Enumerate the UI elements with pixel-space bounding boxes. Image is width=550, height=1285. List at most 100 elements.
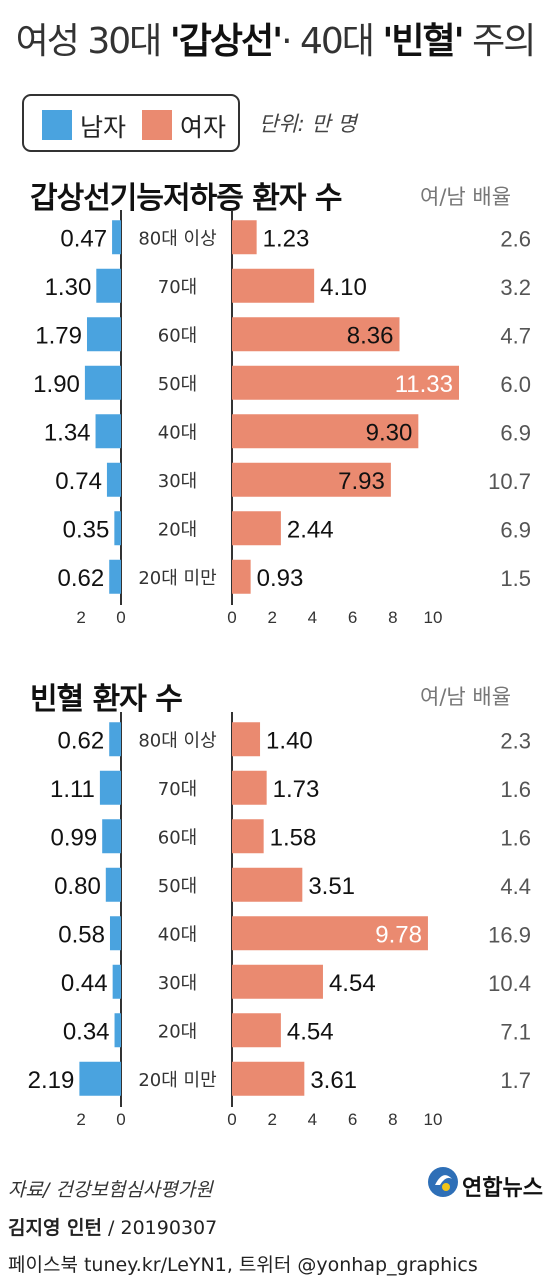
category-label: 60대 <box>158 325 197 346</box>
male-value-label: 0.62 <box>58 727 105 754</box>
male-value-label: 1.34 <box>44 419 91 446</box>
male-tick-label: 0 <box>116 608 125 627</box>
male-value-label: 0.99 <box>50 824 97 851</box>
title-highlight-anemia: '빈혈' <box>382 21 464 62</box>
page-title: 여성 30대 '갑상선'· 40대 '빈혈' 주의 <box>15 21 537 62</box>
male-bar <box>109 559 121 594</box>
male-bar <box>106 462 121 497</box>
female-bar <box>232 722 261 757</box>
category-label: 50대 <box>158 876 197 897</box>
male-bar <box>105 867 121 902</box>
ratio-value: 6.9 <box>500 420 531 445</box>
male-value-label: 0.44 <box>61 970 108 997</box>
category-label: 50대 <box>158 374 197 395</box>
legend-male-swatch <box>42 110 72 140</box>
male-bar <box>95 414 121 449</box>
agency-name: 연합뉴스 <box>462 1176 543 1201</box>
ratio-value: 1.5 <box>500 566 531 591</box>
female-bar <box>232 268 315 303</box>
female-bar <box>232 819 264 854</box>
category-label: 20대 미만 <box>138 1070 216 1091</box>
male-bar <box>79 1061 121 1096</box>
female-tick-label: 8 <box>388 608 397 627</box>
category-label: 30대 <box>158 973 197 994</box>
female-value-label: 7.93 <box>338 468 385 495</box>
category-label: 20대 <box>158 1021 197 1042</box>
male-bar <box>99 770 121 805</box>
female-value-label: 0.93 <box>257 565 304 592</box>
male-value-label: 0.35 <box>63 516 110 543</box>
legend-female-swatch <box>142 110 172 140</box>
category-label: 70대 <box>158 779 197 800</box>
female-bar <box>232 462 391 497</box>
female-bar <box>232 317 400 352</box>
category-label: 20대 미만 <box>138 568 216 589</box>
male-value-label: 2.19 <box>28 1067 75 1094</box>
category-label: 80대 이상 <box>138 228 216 249</box>
legend-male-label: 남자 <box>80 113 127 142</box>
male-bar <box>109 916 121 951</box>
female-tick-label: 2 <box>267 1110 276 1129</box>
female-tick-label: 4 <box>308 608 317 627</box>
male-value-label: 0.34 <box>63 1018 110 1045</box>
ratio-value: 7.1 <box>500 1019 531 1044</box>
female-value-label: 4.54 <box>329 970 376 997</box>
female-bar <box>232 1061 305 1096</box>
male-bar <box>86 317 121 352</box>
category-label: 70대 <box>158 277 197 298</box>
male-value-label: 0.74 <box>55 468 102 495</box>
female-tick-label: 2 <box>267 608 276 627</box>
ratio-value: 1.7 <box>500 1068 531 1093</box>
ratio-value: 1.6 <box>500 777 531 802</box>
category-label: 30대 <box>158 471 197 492</box>
male-bar <box>114 1013 121 1048</box>
male-bar <box>102 819 121 854</box>
male-tick-label: 2 <box>76 608 85 627</box>
male-value-label: 1.11 <box>50 776 95 803</box>
female-value-label: 3.61 <box>310 1067 357 1094</box>
legend: 남자 여자 <box>22 94 240 152</box>
category-label: 20대 <box>158 519 197 540</box>
male-bar <box>96 268 121 303</box>
female-bar <box>232 414 419 449</box>
female-bar <box>232 1013 281 1048</box>
male-value-label: 1.30 <box>45 274 92 301</box>
author-credit: 김지영 인턴 / 20190307 <box>8 1217 218 1239</box>
female-tick-label: 8 <box>388 1110 397 1129</box>
female-tick-label: 6 <box>348 1110 357 1129</box>
female-value-label: 1.58 <box>270 824 317 851</box>
female-tick-label: 10 <box>424 608 443 627</box>
title-highlight-thyroid: '갑상선' <box>169 21 283 62</box>
chart1-ratio-header: 여/남 배율 <box>420 185 512 209</box>
female-tick-label: 4 <box>308 1110 317 1129</box>
female-value-label: 1.40 <box>266 727 313 754</box>
chart2-anemia: 0.62 80대 이상 1.40 2.3 1.11 70대 1.73 1.6 0.99 60대 1.… <box>28 712 531 1129</box>
female-value-label: 9.30 <box>366 419 413 446</box>
female-tick-label: 10 <box>424 1110 443 1129</box>
male-tick-label: 0 <box>116 1110 125 1129</box>
female-bar <box>232 511 281 546</box>
ratio-value: 3.2 <box>500 275 531 300</box>
male-value-label: 0.62 <box>58 565 105 592</box>
male-bar <box>109 722 121 757</box>
ratio-value: 6.9 <box>500 517 531 542</box>
category-label: 40대 <box>158 924 197 945</box>
female-tick-label: 0 <box>227 608 236 627</box>
category-label: 60대 <box>158 827 197 848</box>
female-bar <box>232 964 323 999</box>
female-value-label: 9.78 <box>375 921 422 948</box>
ratio-value: 4.7 <box>500 323 531 348</box>
female-value-label: 4.54 <box>287 1018 334 1045</box>
chart1-title: 갑상선기능저하증 환자 수 <box>30 181 342 216</box>
male-tick-label: 2 <box>76 1110 85 1129</box>
category-label: 40대 <box>158 422 197 443</box>
male-value-label: 1.79 <box>35 322 82 349</box>
yonhap-logo-icon <box>428 1167 458 1197</box>
female-tick-label: 0 <box>227 1110 236 1129</box>
ratio-value: 10.7 <box>488 469 531 494</box>
female-bar <box>232 365 459 400</box>
ratio-value: 6.0 <box>500 372 531 397</box>
male-bar <box>84 365 121 400</box>
female-bar <box>232 220 257 255</box>
male-value-label: 0.58 <box>58 921 105 948</box>
